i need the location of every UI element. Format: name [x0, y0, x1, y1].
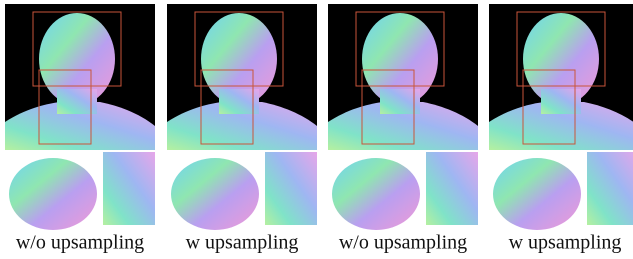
result-image	[489, 4, 633, 230]
caption: w/o upsampling	[16, 232, 144, 254]
page: w/o upsampling w upsampling w/o upsampli…	[0, 0, 633, 259]
result-image	[328, 4, 478, 230]
result-image	[167, 4, 317, 230]
caption: w upsampling	[509, 232, 622, 254]
figure: w/o upsampling w upsampling w/o upsampli…	[0, 0, 633, 259]
caption: w/o upsampling	[339, 232, 467, 254]
caption: w upsampling	[186, 232, 299, 254]
result-image	[5, 4, 155, 230]
